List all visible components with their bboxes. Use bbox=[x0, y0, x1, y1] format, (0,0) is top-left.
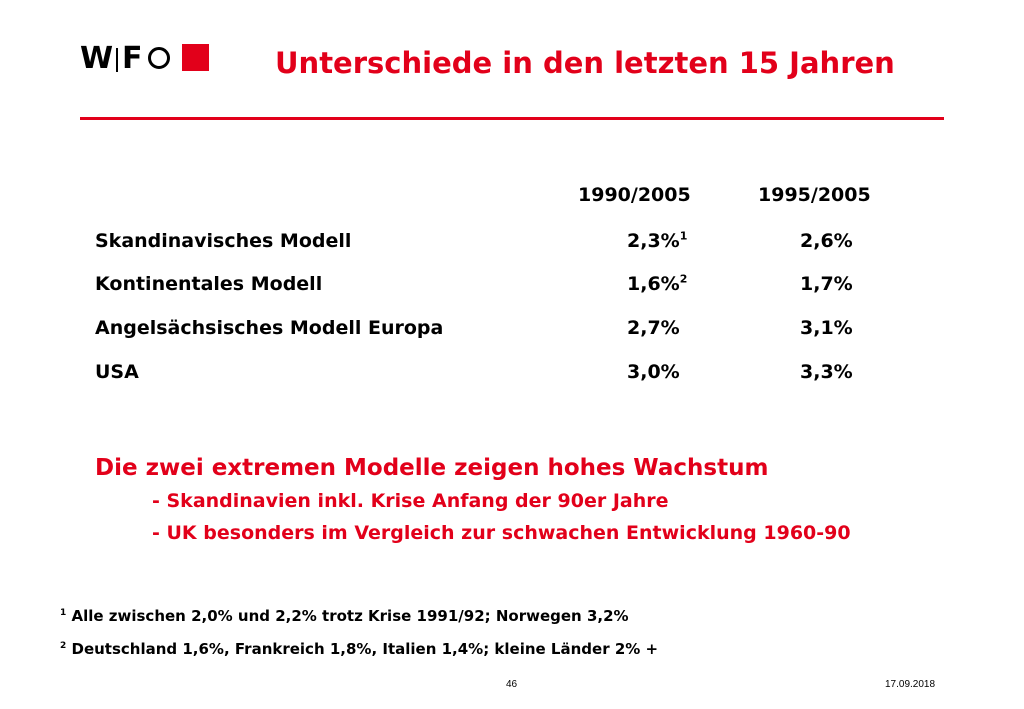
row-label-kontinental: Kontinentales Modell bbox=[95, 273, 323, 295]
row-label-angelsaechsisch: Angelsächsisches Modell Europa bbox=[95, 317, 444, 339]
conclusion-point: - Skandinavien inkl. Krise Anfang der 90… bbox=[152, 490, 669, 512]
cell-value: 2,6% bbox=[800, 230, 853, 252]
title-divider bbox=[80, 117, 944, 120]
slide-date: 17.09.2018 bbox=[885, 679, 936, 690]
footnote-1: 1 Alle zwischen 2,0% und 2,2% trotz Kris… bbox=[60, 607, 629, 625]
logo-letter-w: W bbox=[80, 41, 114, 76]
column-header-1990-2005: 1990/2005 bbox=[578, 184, 691, 206]
page-number: 46 bbox=[506, 679, 518, 690]
footnote-ref: 2 bbox=[679, 272, 688, 286]
footnote-text: Deutschland 1,6%, Frankreich 1,8%, Itali… bbox=[66, 640, 659, 658]
logo-square-icon bbox=[182, 44, 209, 71]
cell-value: 1,7% bbox=[800, 273, 853, 295]
cell-value: 1,6%2 bbox=[627, 273, 687, 295]
cell-value: 3,0% bbox=[627, 361, 680, 383]
logo-letter-f: F bbox=[122, 41, 143, 76]
footnote-2: 2 Deutschland 1,6%, Frankreich 1,8%, Ita… bbox=[60, 640, 658, 658]
footnote-mark: 2 bbox=[60, 641, 67, 651]
row-label-skandinavisch: Skandinavisches Modell bbox=[95, 230, 352, 252]
conclusion-heading: Die zwei extremen Modelle zeigen hohes W… bbox=[95, 455, 769, 481]
logo-circle-icon bbox=[148, 47, 170, 69]
cell-value: 3,1% bbox=[800, 317, 853, 339]
page-title: Unterschiede in den letzten 15 Jahren bbox=[275, 46, 895, 80]
footnote-mark: 1 bbox=[60, 608, 67, 618]
logo-bar bbox=[116, 48, 118, 72]
cell-value: 3,3% bbox=[800, 361, 853, 383]
footnote-text: Alle zwischen 2,0% und 2,2% trotz Krise … bbox=[66, 607, 629, 625]
cell-value-text: 1,6% bbox=[627, 273, 680, 295]
cell-value: 2,7% bbox=[627, 317, 680, 339]
conclusion-point: - UK besonders im Vergleich zur schwache… bbox=[152, 522, 851, 544]
cell-value: 2,3%1 bbox=[627, 230, 687, 252]
column-header-1995-2005: 1995/2005 bbox=[758, 184, 871, 206]
footnote-ref: 1 bbox=[679, 229, 688, 243]
row-label-usa: USA bbox=[95, 361, 139, 383]
cell-value-text: 2,3% bbox=[627, 230, 680, 252]
